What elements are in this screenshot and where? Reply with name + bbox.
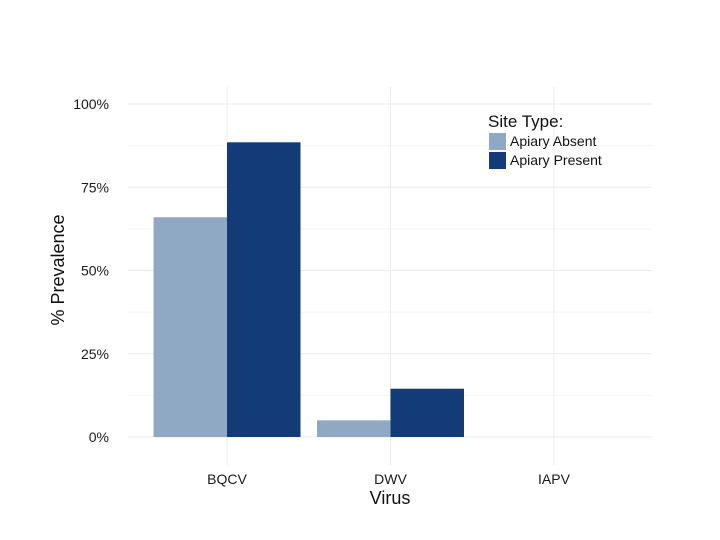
- y-tick-label: 100%: [73, 96, 109, 112]
- x-tick-label: BQCV: [207, 471, 247, 487]
- y-tick-label: 75%: [81, 179, 109, 195]
- x-tick-label: DWV: [374, 471, 407, 487]
- bar-apiary-present-dwv: [390, 388, 464, 437]
- legend-title: Site Type:: [488, 112, 563, 131]
- y-tick-label: 50%: [81, 263, 109, 279]
- bar-apiary-present-bqcv: [227, 142, 301, 438]
- legend-key-apiary-absent: [489, 133, 506, 150]
- y-tick-label: 25%: [81, 346, 109, 362]
- legend: Site Type: Apiary Absent Apiary Present: [488, 112, 602, 169]
- legend-label: Apiary Absent: [510, 133, 596, 149]
- x-tick-label: IAPV: [538, 471, 571, 487]
- legend-key-apiary-present: [489, 152, 506, 169]
- x-axis-title: Virus: [370, 488, 411, 508]
- y-tick-labels: 0% 25% 50% 75% 100%: [73, 96, 109, 445]
- y-tick-label: 0%: [89, 429, 109, 445]
- bar-apiary-absent-bqcv: [153, 217, 227, 437]
- y-axis-title: % Prevalence: [48, 214, 68, 325]
- bars-layer: [153, 142, 464, 438]
- bar-apiary-absent-dwv: [317, 420, 391, 437]
- legend-label: Apiary Present: [510, 152, 602, 168]
- x-tick-labels: BQCV DWV IAPV: [207, 471, 570, 487]
